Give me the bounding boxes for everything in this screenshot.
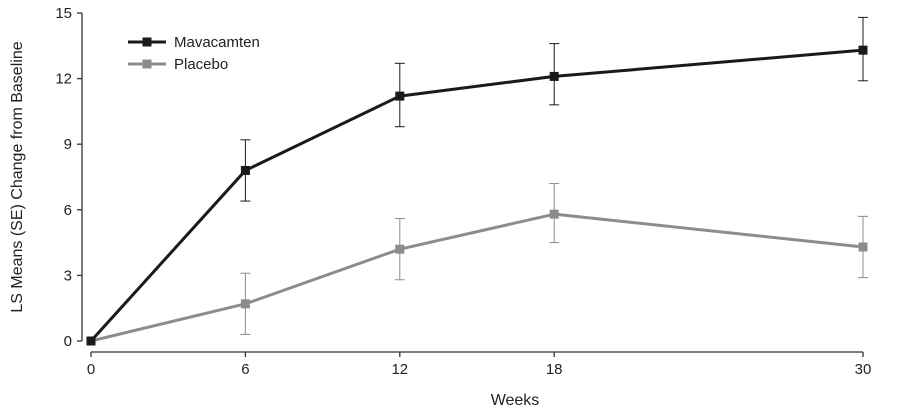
y-axis-title: LS Means (SE) Change from Baseline xyxy=(9,41,26,312)
series-line xyxy=(89,48,864,343)
legend-label: Placebo xyxy=(174,56,228,73)
data-point-marker xyxy=(858,45,868,55)
y-tick-label: 6 xyxy=(64,202,72,219)
x-axis-title: Weeks xyxy=(491,392,540,409)
x-tick-label: 30 xyxy=(855,361,872,378)
data-point-marker xyxy=(86,336,96,346)
y-tick-label: 0 xyxy=(64,333,72,350)
legend-item: Mavacamten xyxy=(128,34,260,51)
series-mavacamten xyxy=(86,16,868,346)
x-tick-label: 12 xyxy=(391,361,408,378)
data-point-marker xyxy=(240,299,250,309)
x-tick-label: 6 xyxy=(241,361,249,378)
x-tick-label: 0 xyxy=(87,361,95,378)
y-tick-label: 15 xyxy=(55,5,72,22)
legend-label: Mavacamten xyxy=(174,34,260,51)
x-tick-label: 18 xyxy=(546,361,563,378)
y-tick-label: 9 xyxy=(64,136,72,153)
x-axis: 0 6 12 18 30 xyxy=(87,351,872,378)
data-point-marker xyxy=(549,71,559,81)
x-ticks: 0 6 12 18 30 xyxy=(87,352,872,378)
y-tick-label: 12 xyxy=(55,71,72,88)
data-point-marker xyxy=(395,244,405,254)
y-ticks: 0 3 6 9 12 15 xyxy=(55,5,82,350)
data-point-marker xyxy=(240,165,250,175)
legend-marker xyxy=(142,37,152,47)
legend-item: Placebo xyxy=(128,56,228,73)
data-point-marker xyxy=(395,91,405,101)
data-point-marker xyxy=(858,242,868,252)
legend-marker xyxy=(142,59,152,69)
data-point-marker xyxy=(549,209,559,219)
series-placebo xyxy=(86,183,868,346)
series-layer xyxy=(86,16,868,346)
series-line xyxy=(90,212,864,343)
y-tick-label: 3 xyxy=(64,267,72,284)
y-axis: 0 3 6 9 12 15 xyxy=(55,5,83,350)
legend: Mavacamten Placebo xyxy=(128,34,260,73)
